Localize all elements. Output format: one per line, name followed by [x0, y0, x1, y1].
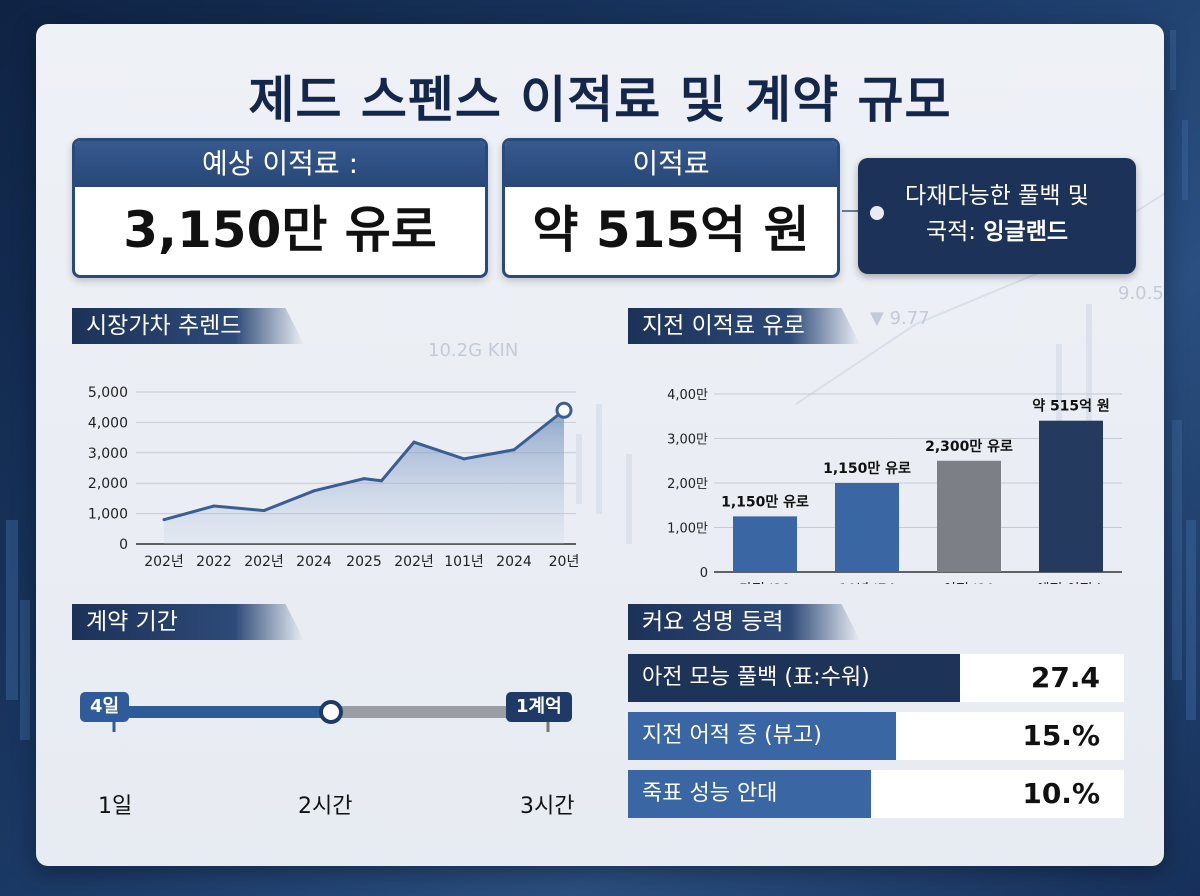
data-point: [162, 518, 166, 522]
series-area: [164, 410, 564, 544]
data-point: [362, 477, 366, 481]
x-tick-label: 10년 '74: [839, 582, 896, 584]
bar: [835, 483, 899, 572]
data-label: 1,150만 유로: [823, 461, 911, 477]
expected-fee-value: 3,150만 유로: [123, 201, 437, 259]
x-tick-label: 20년: [549, 554, 580, 570]
data-point: [412, 440, 416, 444]
x-tick-label: 예전 이직스: [1037, 582, 1106, 584]
timeline-knob: [319, 700, 343, 724]
performance-row: 아전 모능 풀백 (표:수워) 27.4: [628, 654, 1124, 702]
timeline-label-start: 1일: [98, 794, 133, 819]
timeline-label-mid: 2시간: [298, 794, 353, 819]
section-previous-fee: 지전 이적료 유로: [628, 308, 860, 344]
tag-line-2: 국적: 잉글랜드: [858, 214, 1136, 250]
x-tick-label: 202년: [244, 554, 284, 570]
y-tick-label: 2,00만: [667, 477, 708, 492]
performance-bar: 죽표 성능 안대: [628, 770, 872, 818]
data-point: [555, 401, 573, 419]
performance-row: 지전 어적 증 (뷰고) 15.%: [628, 712, 1124, 760]
x-tick-label: 202년: [144, 554, 184, 570]
performance-row: 죽표 성능 안대 10.%: [628, 770, 1124, 818]
data-point: [312, 489, 316, 493]
fee-box: 이적료 약 515억 원: [502, 138, 840, 278]
timeline-progress: [114, 706, 331, 718]
series-line: [163, 409, 565, 522]
tag-line-2-value: 잉글랜드: [983, 219, 1069, 245]
y-tick-label: 3,000: [88, 446, 128, 462]
section-contract: 계약 기간: [72, 604, 304, 640]
y-tick-label: 0: [119, 537, 128, 553]
timeline-end-tag: 1계억: [506, 692, 572, 722]
expected-fee-label: 예상 이적료 :: [75, 141, 485, 187]
y-tick-label: 4,000: [88, 415, 128, 431]
market-value-chart: 0 1,000 2,000 3,000 4,000 5,000 202년 2022 202년 20…: [88, 385, 580, 570]
bar: [937, 460, 1001, 572]
nationality-tag: 다재다능한 풀백 및 국적: 잉글랜드: [858, 158, 1136, 274]
timeline-start-tag: 4일: [80, 692, 130, 722]
infographic-card: 10.2G KIN ▼ 9.77 9.0.58 제드 스펜스 이적료 및 계약 …: [36, 24, 1164, 866]
section-performance: 커요 성명 등력: [628, 604, 860, 640]
performance-bar: 지전 어적 증 (뷰고): [628, 712, 896, 760]
timeline-label-end: 3시간: [520, 794, 575, 819]
x-tick-label: 2024: [496, 554, 532, 570]
bg-ticker-3: 9.0.58: [1118, 283, 1164, 304]
y-tick-label: 5,000: [88, 385, 128, 401]
data-point: [512, 448, 516, 452]
bar: [733, 516, 797, 572]
bar: [1039, 420, 1103, 572]
performance-value: 27.4: [1030, 661, 1100, 694]
performance-value: 10.%: [1022, 777, 1100, 810]
tag-hole: [870, 206, 884, 220]
data-point: [212, 504, 216, 508]
data-label: 2,300만 유로: [925, 439, 1013, 455]
x-tick-label: 202년: [394, 554, 434, 570]
data-point: [380, 479, 383, 483]
performance-value: 15.%: [1022, 719, 1100, 752]
expected-fee-box: 예상 이적료 : 3,150만 유로: [72, 138, 488, 278]
x-tick-label: 가전 '21: [739, 582, 791, 584]
tag-line-2-prefix: 국적:: [925, 219, 984, 245]
y-tick-label: 3,00만: [667, 433, 708, 448]
y-tick-label: 1,00만: [667, 522, 708, 537]
fee-value: 약 515억 원: [532, 201, 810, 259]
tag-line-1: 다재다능한 풀백 및: [905, 183, 1089, 209]
x-tick-label: 2024: [296, 554, 332, 570]
y-tick-label: 2,000: [88, 476, 128, 492]
data-point: [462, 457, 466, 461]
x-tick-label: 이전 '10: [943, 582, 995, 584]
page-title: 제드 스펜스 이적료 및 계약 규모: [248, 71, 952, 129]
x-tick-label: 2022: [196, 554, 232, 570]
data-label: 1,150만 유로: [721, 494, 809, 510]
tag-string: [842, 210, 872, 212]
x-tick-label: 101년: [444, 554, 484, 570]
bg-ticker-1: 10.2G KIN: [428, 340, 518, 361]
y-tick-label: 0: [700, 566, 708, 581]
performance-bar: 아전 모능 풀백 (표:수워): [628, 654, 961, 702]
bg-ticker-2: ▼ 9.77: [870, 308, 930, 329]
y-tick-label: 1,000: [88, 507, 128, 523]
x-tick-label: 2025: [346, 554, 382, 570]
data-point: [262, 509, 266, 513]
data-label: 약 515억 원: [1032, 398, 1110, 415]
previous-fee-chart: 0 1,00만 2,00만 3,00만 4,00만 1,150만 유로가전 '21 1,15…: [667, 388, 1122, 584]
y-tick-label: 4,00만: [667, 388, 708, 403]
fee-label: 이적료: [505, 141, 837, 187]
section-market-value: 시장가차 추렌드: [72, 308, 304, 344]
